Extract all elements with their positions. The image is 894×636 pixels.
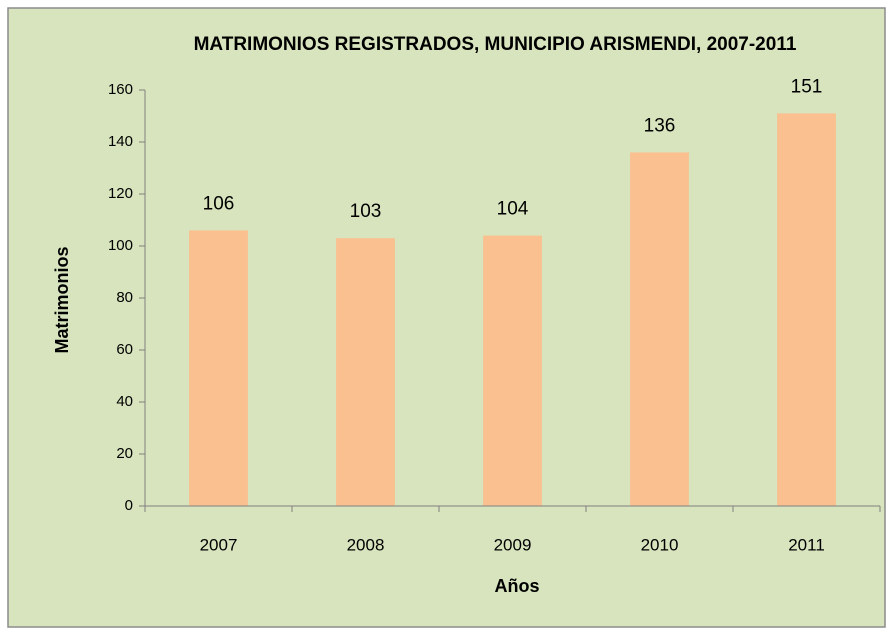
x-tick-label: 2009 xyxy=(494,535,532,554)
chart-title: MATRIMONIOS REGISTRADOS, MUNICIPIO ARISM… xyxy=(194,34,797,55)
bar xyxy=(189,230,248,506)
y-tick-label: 160 xyxy=(108,81,133,98)
x-axis-label: Años xyxy=(495,576,540,596)
y-tick-label: 140 xyxy=(108,133,133,150)
data-label: 104 xyxy=(497,199,529,220)
data-label: 103 xyxy=(350,201,382,222)
y-axis-label: Matrimonios xyxy=(52,246,72,353)
data-label: 151 xyxy=(791,76,823,97)
y-tick-label: 60 xyxy=(116,341,133,358)
y-tick-label: 0 xyxy=(125,497,133,514)
bar xyxy=(630,152,689,506)
x-tick-label: 2007 xyxy=(200,535,238,554)
x-tick-label: 2011 xyxy=(788,535,825,554)
y-tick-label: 120 xyxy=(108,185,133,202)
bar xyxy=(777,113,836,507)
data-label: 106 xyxy=(203,193,235,214)
y-tick-label: 80 xyxy=(116,289,133,306)
x-tick-label: 2008 xyxy=(347,535,385,554)
y-tick-label: 20 xyxy=(116,445,133,462)
y-tick-label: 40 xyxy=(116,393,133,410)
chart-background xyxy=(7,7,886,628)
bar xyxy=(336,238,395,506)
data-label: 136 xyxy=(644,115,676,136)
bar xyxy=(483,235,542,506)
x-tick-label: 2010 xyxy=(641,535,679,554)
y-tick-label: 100 xyxy=(108,237,133,254)
